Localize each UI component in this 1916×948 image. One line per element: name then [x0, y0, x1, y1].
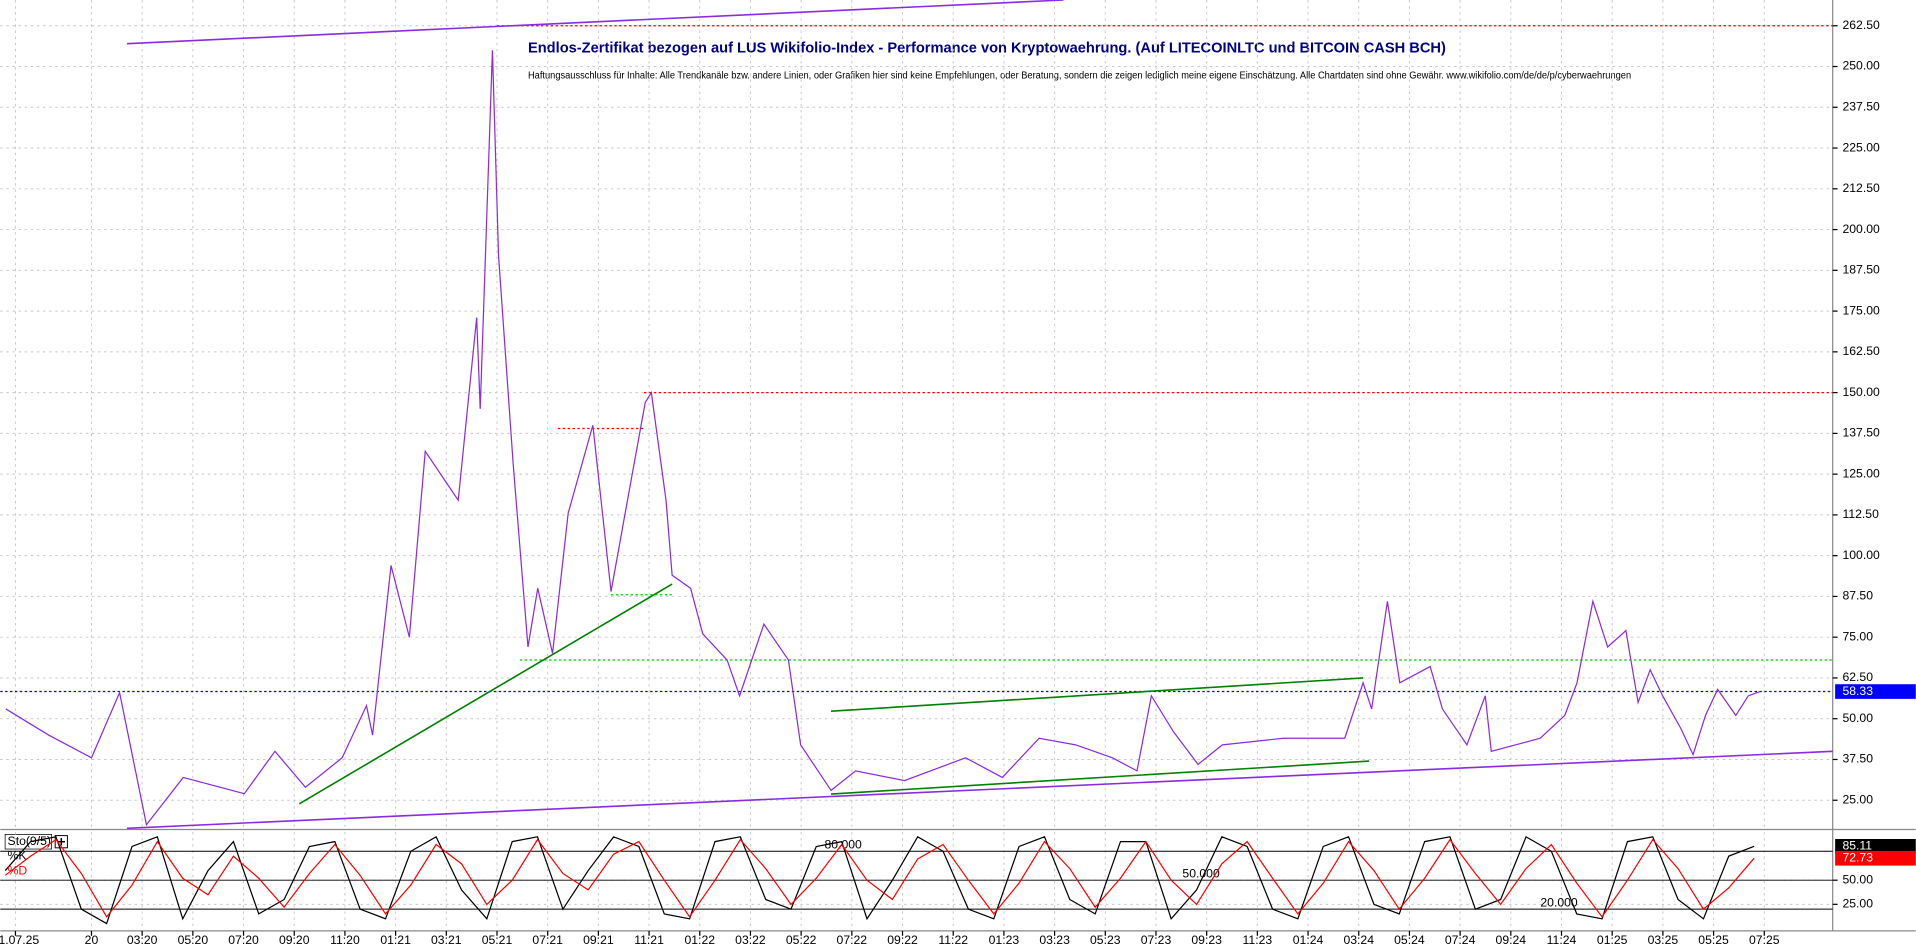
x-tick-label: 03:23	[1039, 933, 1070, 947]
x-tick-label: 05:24	[1394, 933, 1425, 947]
x-tick-label: 09:21	[583, 933, 614, 947]
y-tick-label: 187.50	[1842, 263, 1880, 277]
last-value-box	[1835, 684, 1916, 699]
x-tick-label: 01:21	[380, 933, 411, 947]
y-tick-label: 62.50	[1842, 670, 1873, 684]
y-tick-label: 50.00	[1842, 711, 1873, 725]
x-tick-label: 11:20	[330, 933, 360, 947]
x-tick-label: 07:25	[1749, 933, 1780, 947]
y-tick-label: 112.50	[1842, 507, 1879, 521]
y-tick-label: 100.00	[1842, 548, 1880, 562]
x-tick-label: 05:25	[1698, 933, 1729, 947]
data-line	[5, 50, 1761, 827]
x-tick-label: 09:24	[1496, 933, 1527, 947]
last-value-label: 85.11	[1842, 839, 1872, 853]
x-tick-label: 05:23	[1090, 933, 1121, 947]
indicator-box	[4, 834, 52, 850]
y-tick-label: 87.50	[1842, 589, 1873, 603]
trend-line	[126, 750, 1833, 830]
x-tick-label: 05:20	[178, 933, 209, 947]
trend-line	[831, 677, 1364, 713]
x-tick-label: 01:24	[1293, 933, 1324, 947]
trend-line	[126, 0, 1064, 45]
x-tick-label: 07:24	[1445, 933, 1476, 947]
y-tick-label: 212.50	[1842, 181, 1880, 195]
chart-title: Endlos-Zertifikat bezogen auf LUS Wikifo…	[528, 41, 1446, 57]
y-tick-label: 162.50	[1842, 344, 1880, 358]
data-line	[4, 838, 1755, 918]
y-tick-label: 200.00	[1842, 222, 1880, 236]
x-tick-label: 01.07.25	[0, 933, 39, 947]
x-tick-label: 03:25	[1648, 933, 1679, 947]
x-tick-label: 11:23	[1243, 933, 1273, 947]
y-tick-label: 175.00	[1842, 303, 1880, 317]
y-tick-label: 25.00	[1842, 792, 1873, 806]
y-tick-label: 150.00	[1842, 385, 1880, 399]
x-tick-label: 07:20	[228, 933, 259, 947]
y-tick-label: 225.00	[1842, 140, 1880, 154]
x-tick-label: 05:22	[786, 933, 817, 947]
last-value-box	[1835, 838, 1916, 854]
plus-icon	[57, 838, 65, 846]
x-tick-label: 11:24	[1547, 933, 1577, 947]
x-tick-label: 09:22	[887, 933, 918, 947]
x-tick-label: 11:21	[634, 933, 664, 947]
y-tick-label: 250.00	[1842, 59, 1880, 73]
x-tick-label: 01:25	[1597, 933, 1628, 947]
x-tick-label: 05:21	[482, 933, 513, 947]
last-value-box	[1835, 850, 1916, 866]
y-tick-label: 237.50	[1842, 100, 1880, 114]
x-tick-label: 09:23	[1191, 933, 1222, 947]
y-tick-label: 75.00	[1842, 629, 1873, 643]
x-tick-label: 07:22	[837, 933, 868, 947]
data-line	[4, 835, 1755, 925]
x-tick-label: 01:22	[684, 933, 715, 947]
x-tick-label: 03:22	[735, 933, 766, 947]
last-value-label: 72.73	[1842, 850, 1873, 864]
last-value-label: 58.33	[1842, 684, 1873, 698]
legend-label: %K	[8, 849, 27, 863]
legend-label: %D	[8, 863, 28, 877]
y-tick-label: 25.00	[1842, 897, 1873, 911]
x-tick-label: 03:20	[127, 933, 158, 947]
x-tick-label: 07:21	[532, 933, 563, 947]
x-tick-label: 20	[85, 933, 99, 947]
y-tick-label: 125.00	[1842, 466, 1880, 480]
x-tick-label: 11:22	[938, 933, 968, 947]
y-tick-label: 50.00	[1842, 872, 1873, 886]
x-tick-label: 03:21	[431, 933, 462, 947]
trend-line	[298, 583, 673, 805]
level-label: 80.000	[825, 837, 863, 851]
y-tick-label: 262.50	[1842, 18, 1880, 32]
level-label: 50.000	[1182, 866, 1220, 880]
x-tick-label: 07:23	[1141, 933, 1172, 947]
trend-line	[831, 760, 1370, 795]
chart-subtitle: Haftungsausschluss für Inhalte: Alle Tre…	[528, 70, 1631, 81]
x-tick-label: 03:24	[1343, 933, 1374, 947]
y-tick-label: 137.50	[1842, 426, 1880, 440]
x-tick-label: 01:23	[989, 933, 1020, 947]
y-tick-label: 37.50	[1842, 752, 1873, 766]
indicator-title: Sto(9/5)	[8, 834, 51, 848]
level-label: 20.000	[1540, 895, 1578, 909]
x-tick-label: 09:20	[279, 933, 310, 947]
